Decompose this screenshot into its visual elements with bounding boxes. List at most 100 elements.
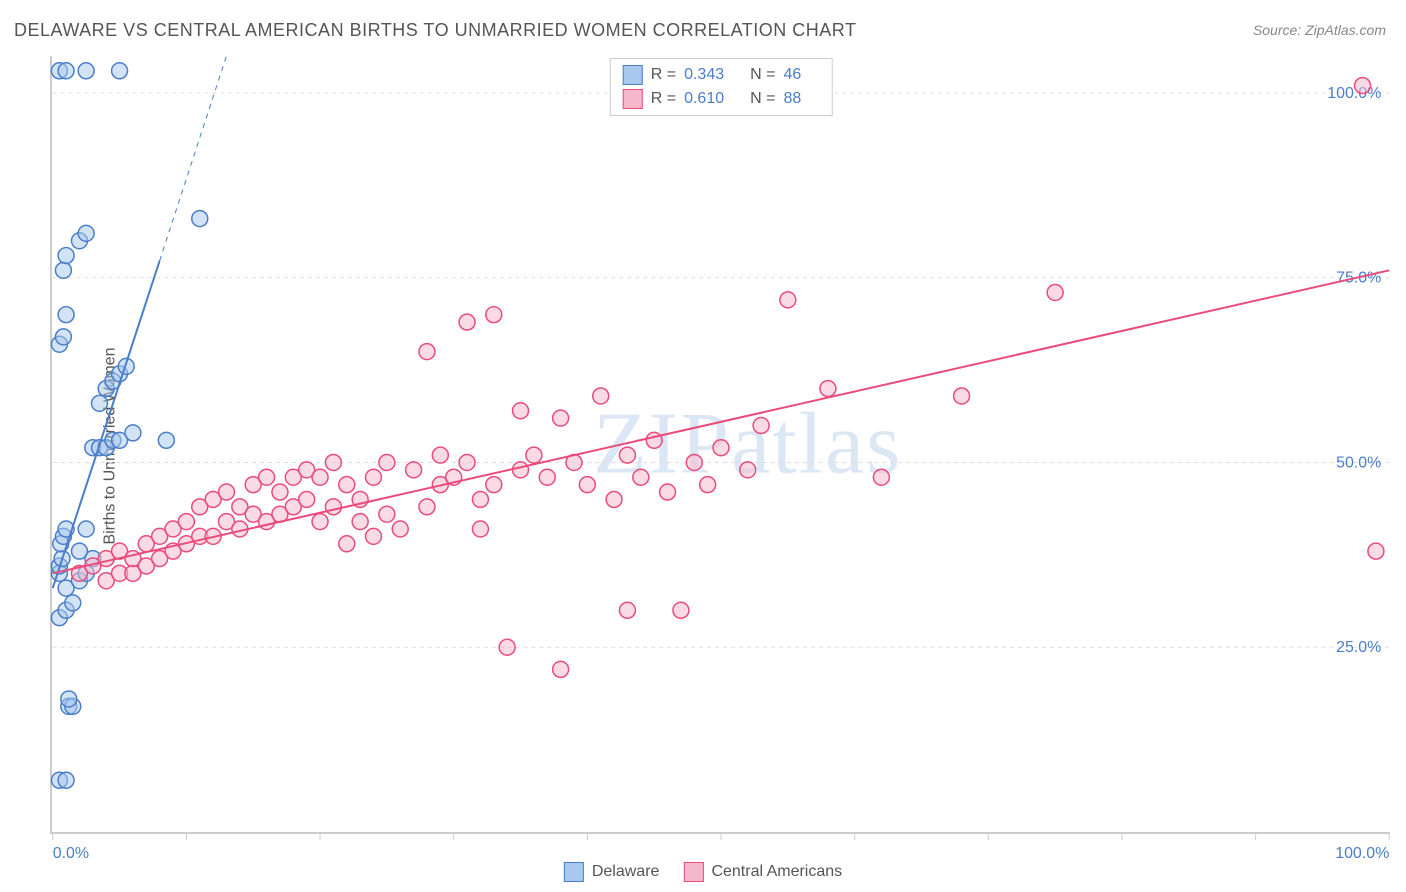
data-point: [713, 440, 729, 456]
data-point: [513, 462, 529, 478]
data-point: [633, 469, 649, 485]
data-point: [125, 425, 141, 441]
data-point: [55, 262, 71, 278]
data-point: [619, 602, 635, 618]
legend-item: Central Americans: [683, 862, 842, 882]
data-point: [486, 307, 502, 323]
data-point: [379, 454, 395, 470]
data-point: [700, 477, 716, 493]
data-point: [459, 454, 475, 470]
data-point: [58, 63, 74, 79]
legend-swatch: [623, 89, 643, 109]
legend-swatch: [564, 862, 584, 882]
data-point: [379, 506, 395, 522]
data-point: [366, 469, 382, 485]
data-point: [325, 499, 341, 515]
data-point: [459, 314, 475, 330]
r-value: 0.610: [684, 90, 724, 108]
data-point: [55, 329, 71, 345]
data-point: [873, 469, 889, 485]
data-point: [259, 469, 275, 485]
x-tick-label: 100.0%: [1335, 845, 1389, 862]
data-point: [325, 454, 341, 470]
y-tick-label: 25.0%: [1336, 639, 1381, 656]
legend-item: Delaware: [564, 862, 660, 882]
data-point: [366, 528, 382, 544]
y-tick-label: 50.0%: [1336, 454, 1381, 471]
data-point: [58, 307, 74, 323]
n-label: N =: [750, 66, 775, 84]
data-point: [472, 521, 488, 537]
data-point: [299, 491, 315, 507]
legend-label: Delaware: [592, 863, 660, 881]
n-value: 46: [783, 66, 801, 84]
r-label: R =: [651, 66, 676, 84]
n-label: N =: [750, 90, 775, 108]
data-point: [392, 521, 408, 537]
trend-line-dashed: [160, 56, 227, 261]
data-point: [1355, 78, 1371, 94]
data-point: [78, 225, 94, 241]
r-label: R =: [651, 90, 676, 108]
stats-legend-box: R = 0.343 N = 46 R = 0.610 N = 88: [610, 58, 833, 116]
plot-area: ZIPatlas 25.0%50.0%75.0%100.0%0.0%100.0%…: [50, 56, 1390, 834]
trend-line: [53, 270, 1390, 573]
legend-swatch: [683, 862, 703, 882]
data-point: [78, 521, 94, 537]
data-point: [419, 344, 435, 360]
data-point: [1047, 285, 1063, 301]
data-point: [61, 691, 77, 707]
data-point: [740, 462, 756, 478]
scatter-svg: 25.0%50.0%75.0%100.0%0.0%100.0%: [52, 56, 1390, 832]
legend-swatch: [623, 65, 643, 85]
data-point: [673, 602, 689, 618]
data-point: [352, 514, 368, 530]
data-point: [78, 63, 94, 79]
data-point: [158, 432, 174, 448]
r-value: 0.343: [684, 66, 724, 84]
data-point: [486, 477, 502, 493]
data-point: [178, 514, 194, 530]
chart-title: DELAWARE VS CENTRAL AMERICAN BIRTHS TO U…: [14, 20, 856, 41]
data-point: [112, 63, 128, 79]
data-point: [272, 484, 288, 500]
source-attribution: Source: ZipAtlas.com: [1253, 22, 1386, 38]
data-point: [472, 491, 488, 507]
data-point: [619, 447, 635, 463]
data-point: [65, 595, 81, 611]
data-point: [218, 484, 234, 500]
data-point: [553, 661, 569, 677]
data-point: [419, 499, 435, 515]
data-point: [579, 477, 595, 493]
data-point: [1368, 543, 1384, 559]
data-point: [58, 248, 74, 264]
data-point: [499, 639, 515, 655]
stats-row: R = 0.610 N = 88: [623, 87, 820, 111]
n-value: 88: [783, 90, 801, 108]
data-point: [432, 447, 448, 463]
data-point: [513, 403, 529, 419]
chart-container: DELAWARE VS CENTRAL AMERICAN BIRTHS TO U…: [0, 0, 1406, 892]
x-tick-label: 0.0%: [53, 845, 89, 862]
data-point: [339, 477, 355, 493]
data-point: [686, 454, 702, 470]
stats-row: R = 0.343 N = 46: [623, 63, 820, 87]
data-point: [312, 469, 328, 485]
data-point: [954, 388, 970, 404]
data-point: [593, 388, 609, 404]
data-point: [820, 381, 836, 397]
series-legend: Delaware Central Americans: [564, 862, 842, 882]
data-point: [92, 395, 108, 411]
data-point: [539, 469, 555, 485]
data-point: [753, 418, 769, 434]
data-point: [553, 410, 569, 426]
data-point: [526, 447, 542, 463]
legend-label: Central Americans: [711, 863, 842, 881]
data-point: [660, 484, 676, 500]
data-point: [606, 491, 622, 507]
data-point: [406, 462, 422, 478]
data-point: [780, 292, 796, 308]
data-point: [192, 211, 208, 227]
data-point: [58, 772, 74, 788]
data-point: [71, 543, 87, 559]
